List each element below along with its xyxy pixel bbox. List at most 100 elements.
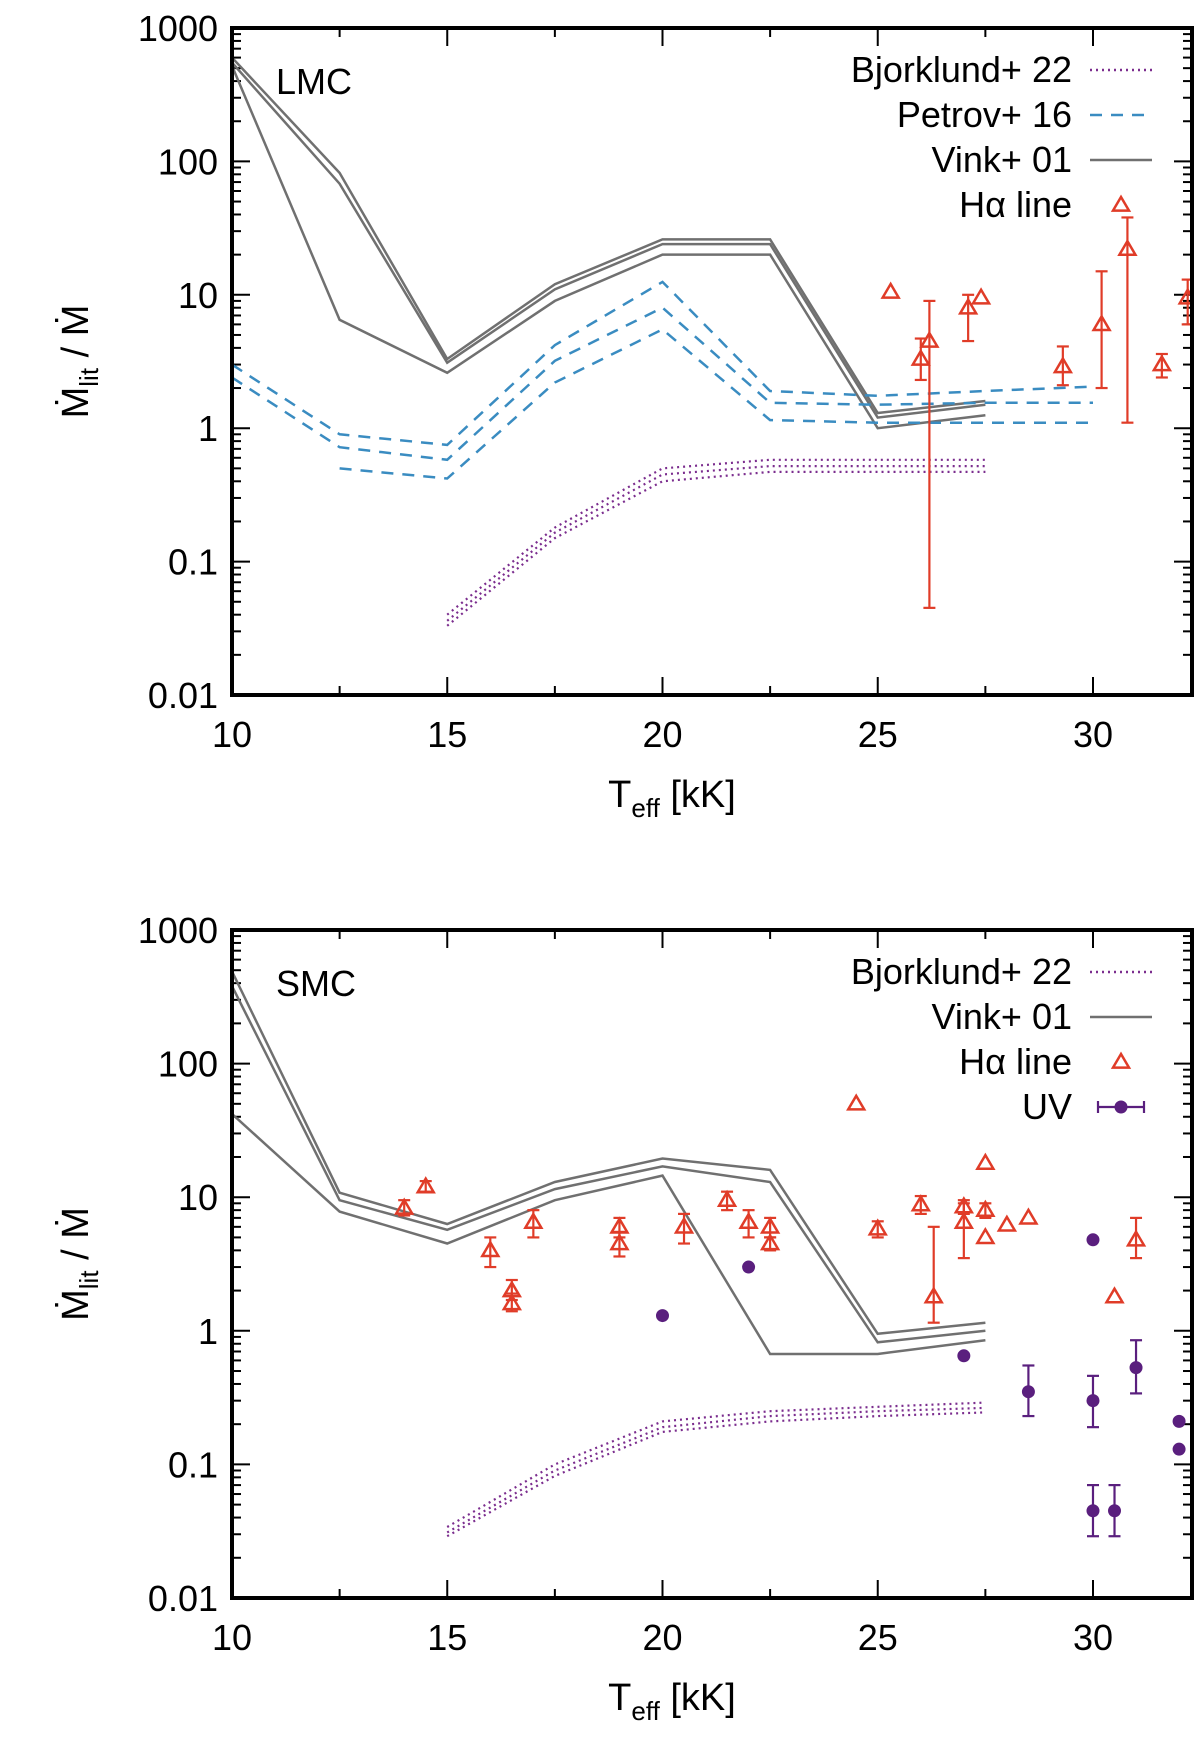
x-axis-label-main: T xyxy=(608,774,631,816)
x-axis-label-sub: eff xyxy=(631,793,660,823)
y-axis-label-main: Ṁ xyxy=(54,387,97,419)
y-tick-label: 100 xyxy=(158,1044,218,1085)
plot-frame xyxy=(230,26,1194,697)
data-point-h-line xyxy=(846,1093,867,1111)
data-point-h-line xyxy=(480,1239,501,1258)
series-line-vink-01 xyxy=(232,56,986,415)
data-point-h-line xyxy=(673,1216,695,1234)
x-tick-label: 25 xyxy=(858,714,898,755)
series-line-petrov-16 xyxy=(232,280,1094,447)
x-axis-label-sub: eff xyxy=(631,1696,660,1726)
chart-panel-lmc: 0.01 0.1 1 10 100 1000 10 15 20 25 30 Teff [kK] Ṁlit… xyxy=(54,8,1194,823)
series-line-vink-01 xyxy=(232,970,986,1336)
x-tick-label: 20 xyxy=(642,714,682,755)
data-point-h-line xyxy=(759,1216,781,1234)
panel-label: SMC xyxy=(276,963,356,1004)
x-tick-label: 30 xyxy=(1073,1617,1113,1658)
plot-frame xyxy=(230,928,1194,1600)
series-line-vink-01 xyxy=(232,1112,986,1356)
x-tick-label: 30 xyxy=(1073,714,1113,755)
x-axis-label-rest: [kK] xyxy=(660,1677,736,1719)
y-tick-label: 10 xyxy=(178,1177,218,1218)
plot-area xyxy=(232,970,1186,1538)
legend-label: Bjorklund+ 22 xyxy=(851,951,1072,992)
y-tick-label: 0.1 xyxy=(168,542,218,583)
x-axis-label: Teff [kK] xyxy=(608,774,736,823)
data-point-uv xyxy=(1129,1361,1143,1375)
x-axis-label-main: T xyxy=(608,1677,631,1719)
y-axis-label-sub: lit xyxy=(74,1270,104,1290)
series-line-petrov-16 xyxy=(232,306,1093,462)
data-point-uv xyxy=(1086,1504,1100,1518)
y-tick-label: 1000 xyxy=(138,910,218,951)
data-point-uv xyxy=(1108,1504,1122,1518)
y-tick-label: 0.1 xyxy=(168,1444,218,1485)
legend-label: UV xyxy=(1022,1086,1072,1127)
data-point-h-line xyxy=(919,330,940,348)
data-point-h-line xyxy=(1125,1229,1147,1247)
data-point-h-line xyxy=(1117,238,1138,256)
x-tick-label: 20 xyxy=(642,1617,682,1658)
x-tick-label: 25 xyxy=(858,1617,898,1658)
data-point-h-line xyxy=(957,297,979,315)
data-point-h-line xyxy=(759,1233,781,1251)
x-tick-label: 15 xyxy=(427,1617,467,1658)
y-tick-label: 0.01 xyxy=(148,1578,218,1619)
series-line-vink-01 xyxy=(232,61,986,419)
legend-label: Petrov+ 16 xyxy=(897,94,1072,135)
data-point-uv xyxy=(1086,1394,1100,1408)
legend-marker-triangle xyxy=(1110,194,1132,212)
data-point-h-line xyxy=(1151,354,1173,372)
data-point-h-line xyxy=(975,1152,996,1170)
data-point-h-line xyxy=(394,1197,415,1215)
y-tick-label: 10 xyxy=(178,275,218,316)
series-line-bjorklund-22 xyxy=(446,458,986,616)
data-point-uv xyxy=(957,1349,971,1363)
data-point-h-line xyxy=(1104,1286,1125,1304)
x-tick-label: 15 xyxy=(427,714,467,755)
series-line-vink-01 xyxy=(232,65,986,430)
series-line-bjorklund-22 xyxy=(446,1411,986,1538)
legend-marker-circle xyxy=(1114,1100,1128,1114)
panel-label: LMC xyxy=(276,61,352,102)
x-axis-label-rest: [kK] xyxy=(660,774,736,816)
data-point-h-line xyxy=(975,1199,996,1217)
y-tick-label: 0.01 xyxy=(148,675,218,716)
plot-area xyxy=(232,56,1192,627)
data-point-h-line xyxy=(1091,313,1112,332)
y-tick-label: 100 xyxy=(158,141,218,182)
data-point-uv xyxy=(1021,1385,1035,1399)
legend-label: Hα line xyxy=(959,1041,1072,1082)
series-line-vink-01 xyxy=(232,985,986,1344)
data-point-h-line xyxy=(415,1176,436,1194)
data-point-uv xyxy=(742,1260,756,1274)
x-tick-label: 10 xyxy=(212,714,252,755)
data-point-uv xyxy=(1172,1442,1186,1456)
data-point-uv xyxy=(655,1309,669,1323)
data-point-h-line xyxy=(953,1211,975,1230)
series-line-bjorklund-22 xyxy=(446,1401,986,1528)
x-tick-label: 10 xyxy=(212,1617,252,1658)
data-point-h-line xyxy=(716,1189,738,1208)
legend-label: Vink+ 01 xyxy=(932,139,1072,180)
y-axis-label-rest: / Ṁ xyxy=(54,1207,97,1270)
data-point-h-line xyxy=(867,1218,888,1236)
legend-label: Vink+ 01 xyxy=(932,996,1072,1037)
data-point-h-line xyxy=(1018,1207,1039,1225)
data-point-h-line xyxy=(1052,356,1074,374)
data-point-h-line xyxy=(523,1211,544,1230)
y-axis-label-rest: / Ṁ xyxy=(54,305,97,368)
y-tick-label: 1 xyxy=(198,1311,218,1352)
y-axis-label-main: Ṁ xyxy=(54,1289,97,1321)
data-point-h-line xyxy=(923,1286,944,1304)
data-point-h-line xyxy=(738,1211,759,1230)
x-axis-label: Teff [kK] xyxy=(608,1677,736,1726)
data-point-h-line xyxy=(910,348,931,366)
y-axis-label: Ṁlit / Ṁ xyxy=(54,1207,104,1321)
series-line-bjorklund-22 xyxy=(446,465,986,622)
data-point-uv xyxy=(1172,1414,1186,1428)
legend-label: Hα line xyxy=(959,184,1072,225)
series-line-bjorklund-22 xyxy=(446,1406,986,1534)
